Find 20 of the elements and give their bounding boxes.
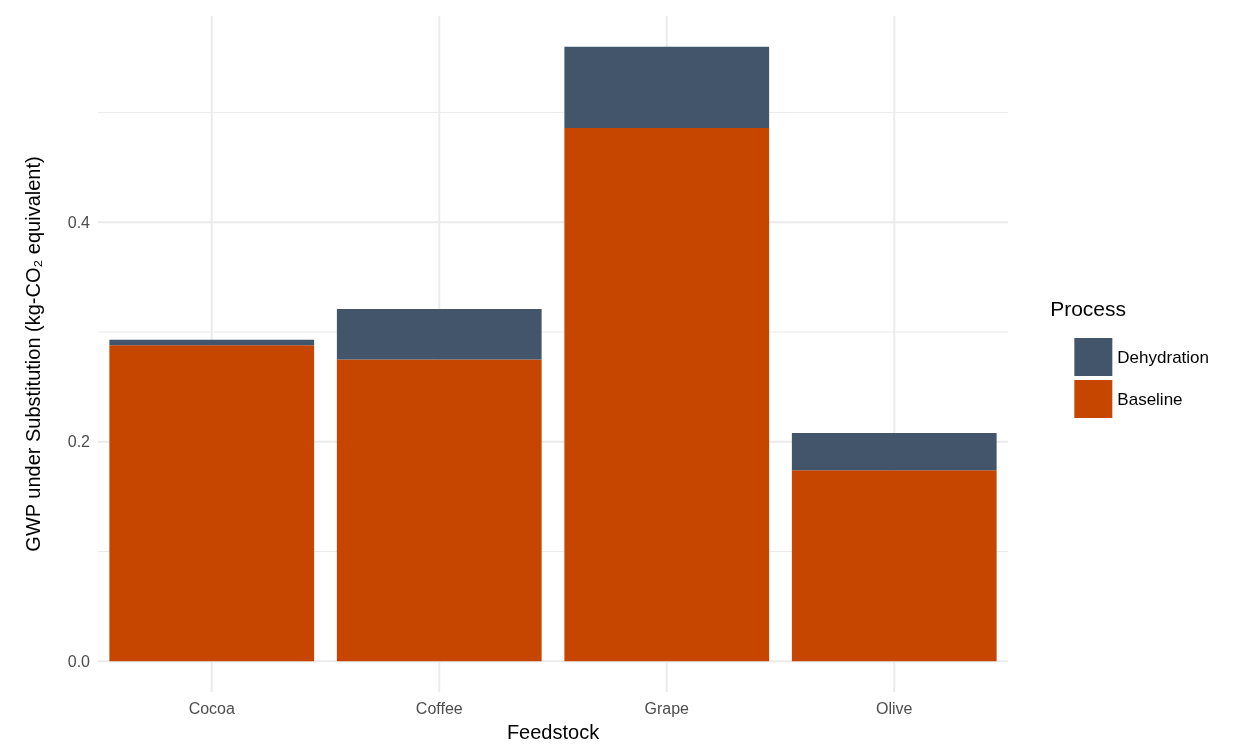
y-tick-label: 0.0 bbox=[67, 652, 91, 670]
x-tick-label: Olive bbox=[876, 699, 913, 717]
bar bbox=[336, 309, 542, 360]
bar bbox=[791, 433, 997, 471]
x-tick-label: Cocoa bbox=[188, 699, 235, 717]
bar bbox=[109, 339, 315, 346]
x-axis-title: Feedstock bbox=[506, 721, 601, 743]
bar bbox=[564, 127, 770, 662]
x-tick-label: Coffee bbox=[415, 699, 463, 717]
y-tick-label: 0.4 bbox=[67, 213, 91, 231]
bar bbox=[109, 345, 315, 662]
x-tick-label: Grape bbox=[644, 699, 690, 717]
legend-title: Process bbox=[1050, 297, 1126, 320]
y-tick-label: 0.2 bbox=[67, 433, 91, 451]
bar bbox=[336, 359, 542, 662]
bar bbox=[564, 46, 770, 128]
bar bbox=[791, 470, 997, 662]
y-axis-title: GWP under Substitution (kg-CO₂ equivalent) bbox=[22, 156, 44, 552]
legend-label: Dehydration bbox=[1117, 347, 1210, 367]
legend-label: Baseline bbox=[1117, 389, 1183, 409]
